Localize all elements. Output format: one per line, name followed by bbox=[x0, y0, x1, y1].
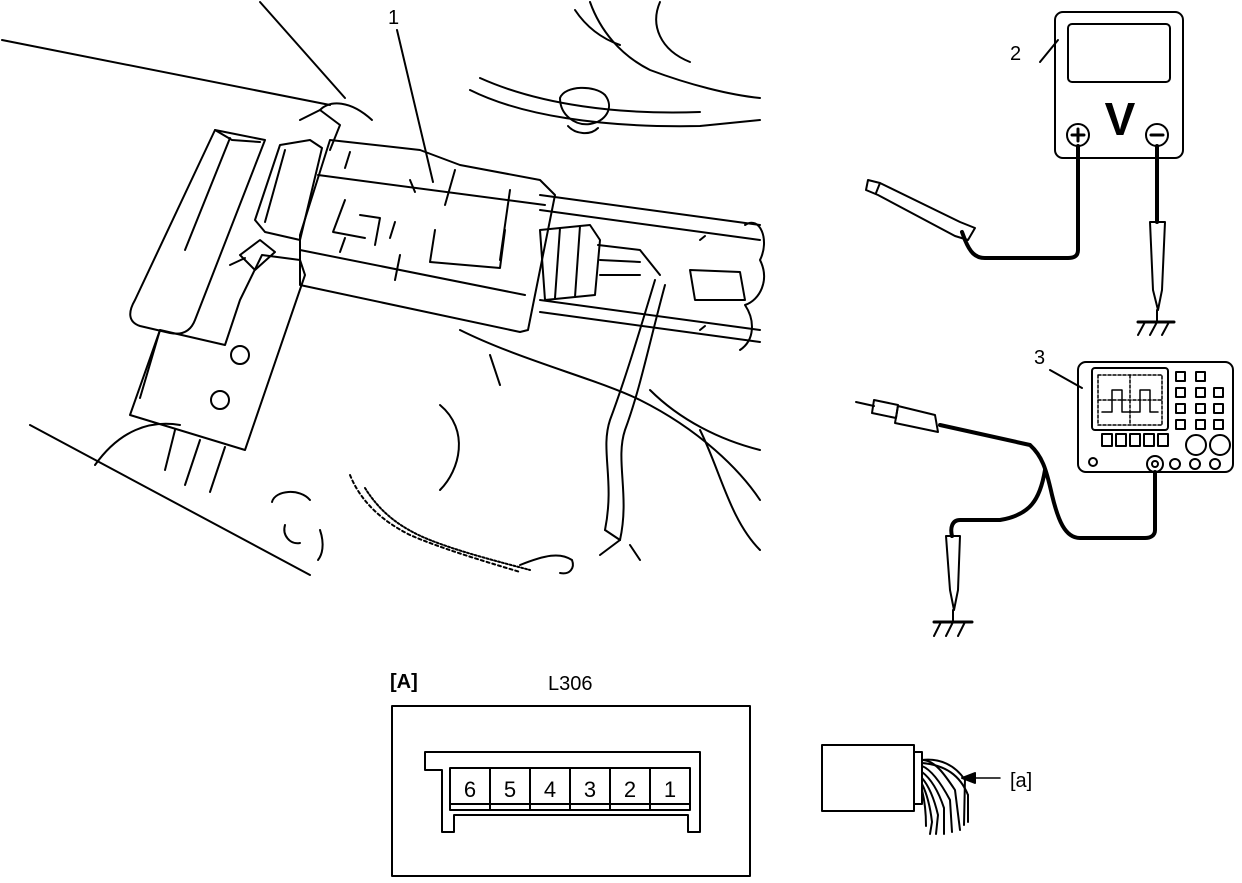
connector-code: L306 bbox=[548, 673, 593, 695]
connector-pin-2: 2 bbox=[623, 777, 637, 802]
connector-pin-5: 5 bbox=[503, 777, 517, 802]
callout-1: 1 bbox=[388, 7, 400, 29]
callout-3: 3 bbox=[1034, 347, 1046, 369]
harness-connector bbox=[821, 744, 1001, 835]
connector-pin-4: 4 bbox=[543, 777, 557, 802]
callout-2: 2 bbox=[1010, 43, 1022, 65]
voltmeter bbox=[865, 11, 1184, 336]
voltmeter-unit-symbol: V bbox=[1105, 93, 1136, 145]
vehicle-illustration bbox=[1, 1, 765, 576]
leader-line-item1 bbox=[396, 29, 434, 183]
connector-pin-1: 1 bbox=[663, 777, 677, 802]
connector-pin-3: 3 bbox=[583, 777, 597, 802]
oscilloscope bbox=[855, 361, 1234, 637]
view-label-a: [A] bbox=[390, 671, 418, 693]
connector-view-a bbox=[391, 705, 751, 877]
connector-pin-6: 6 bbox=[463, 777, 477, 802]
harness-label: [a] bbox=[1010, 770, 1033, 792]
